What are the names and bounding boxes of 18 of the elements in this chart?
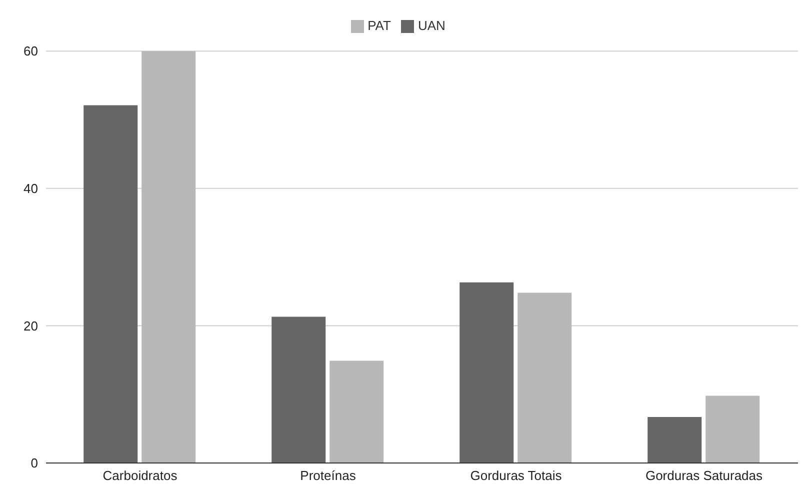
bar — [706, 396, 760, 463]
legend-label: PAT — [368, 18, 391, 33]
legend-label: UAN — [418, 18, 446, 33]
y-tick-label: 40 — [24, 180, 38, 196]
x-tick-label: Gorduras Saturadas — [645, 468, 764, 484]
x-tick-label: Carboidratos — [102, 468, 178, 484]
bar — [272, 316, 326, 463]
bar — [460, 282, 514, 463]
bar — [330, 360, 384, 463]
bar — [648, 417, 702, 463]
y-tick-label: 20 — [24, 318, 38, 334]
bar — [142, 51, 196, 463]
bar — [84, 105, 138, 463]
x-tick-label: Gorduras Totais — [470, 468, 562, 484]
y-tick-label: 60 — [24, 44, 38, 59]
y-tick-label: 0 — [30, 456, 38, 471]
x-tick-label: Proteínas — [300, 468, 356, 484]
bar — [518, 292, 572, 463]
